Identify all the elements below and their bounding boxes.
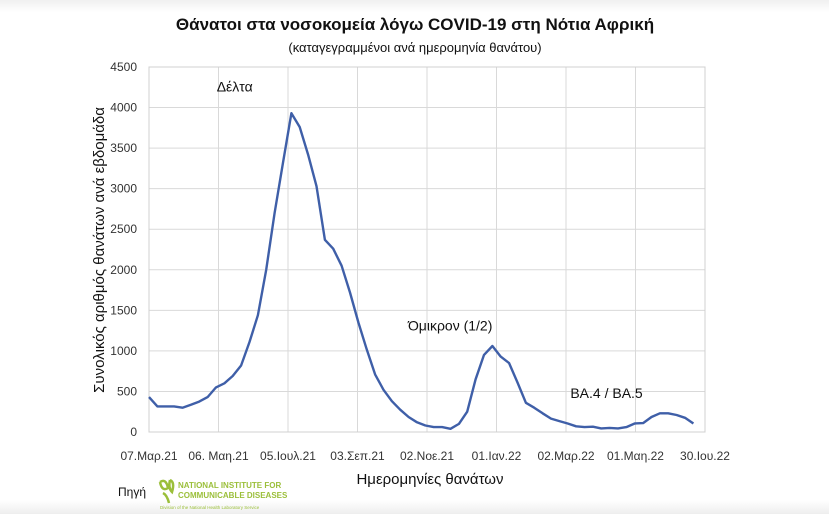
x-tick-label: 07.Μαρ.21 (120, 449, 177, 463)
x-tick-label: 06. Μαη.21 (188, 449, 249, 463)
y-tick-label: 4500 (110, 60, 137, 74)
annotation-label: BA.4 / BA.5 (570, 385, 643, 401)
chart-title: Θάνατοι στα νοσοκομεία λόγω COVID-19 στη… (176, 15, 654, 34)
y-tick-label: 500 (117, 384, 137, 398)
annotation-label: Όμικρον (1/2) (407, 318, 492, 334)
y-tick-label: 4000 (110, 101, 137, 115)
y-tick-label: 2500 (110, 222, 137, 236)
y-ticks: 0 500 1000 1500 2000 2500 3000 3500 4000 4500 (110, 60, 137, 439)
series-line (148, 112, 695, 430)
x-tick-label: 03.Σεπ.21 (330, 449, 385, 463)
annotation-label: Δέλτα (217, 78, 253, 94)
top-bar (0, 0, 829, 12)
y-tick-label: 2000 (110, 263, 137, 277)
plot-border (148, 66, 706, 433)
logo-line3: Division of the National Health Laborato… (160, 505, 260, 510)
source-label: Πηγή (118, 485, 146, 499)
y-tick-label: 3500 (110, 141, 137, 155)
x-tick-label: 01.Ιαν.22 (472, 449, 522, 463)
x-tick-label: 02.Μαρ.22 (537, 449, 594, 463)
chart-subtitle: (καταγεγραμμένοι ανά ημερομηνία θανάτου) (288, 40, 541, 55)
nicd-logo: NATIONAL INSTITUTE FOR COMMUNICABLE DISE… (158, 478, 288, 510)
x-ticks: 07.Μαρ.21 06. Μαη.21 05.Ιουλ.21 03.Σεπ.21 02… (120, 449, 730, 463)
x-tick-label: 02.Νοε.21 (400, 449, 454, 463)
y-tick-label: 3000 (110, 182, 137, 196)
x-tick-label: 01.Μαη.22 (607, 449, 664, 463)
grid (148, 66, 706, 433)
x-tick-label: 05.Ιουλ.21 (260, 449, 316, 463)
nicd-logo-icon (158, 478, 175, 504)
y-axis-title: Συνολικός αριθμός θανάτων ανά εβδομάδα (91, 107, 108, 393)
x-tick-label: 30.Ιου.22 (680, 449, 730, 463)
annotations: Δέλτα Όμικρον (1/2) BA.4 / BA.5 (217, 78, 643, 401)
bottom-bar (0, 500, 829, 514)
y-tick-label: 1500 (110, 303, 137, 317)
logo-line2: COMMUNICABLE DISEASES (178, 491, 288, 500)
y-tick-label: 1000 (110, 344, 137, 358)
logo-line1: NATIONAL INSTITUTE FOR (178, 481, 281, 490)
x-axis-title: Ημερομηνίες θανάτων (356, 471, 503, 488)
y-tick-label: 0 (130, 425, 137, 439)
